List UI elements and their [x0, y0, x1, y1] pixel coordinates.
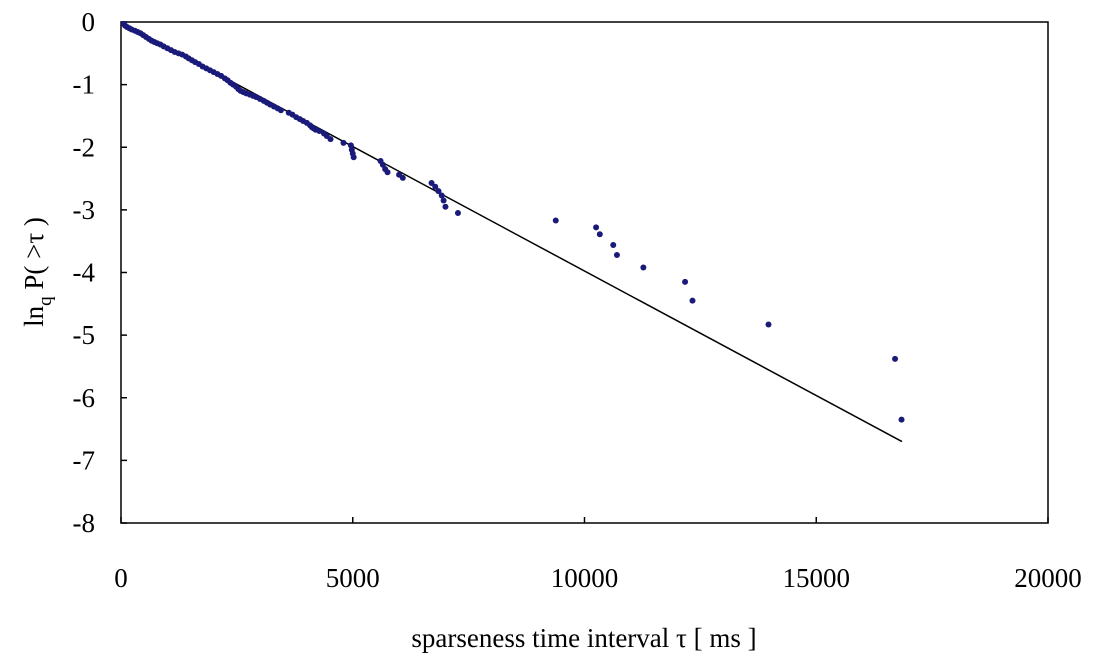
- y-axis-title-rest: P( >τ ): [19, 217, 49, 296]
- data-point: [682, 278, 689, 285]
- data-point: [440, 197, 447, 204]
- x-tick-label: 15000: [783, 563, 851, 593]
- data-point: [327, 136, 334, 143]
- data-point: [350, 154, 357, 161]
- data-point: [435, 188, 442, 195]
- data-point: [689, 297, 696, 304]
- y-tick-label: -4: [73, 258, 96, 288]
- data-point: [596, 231, 603, 238]
- y-axis-title-subscript: q: [35, 296, 56, 306]
- y-tick-label: -8: [73, 508, 96, 538]
- x-tick-label: 0: [114, 563, 128, 593]
- data-point: [765, 321, 772, 328]
- fit-line-layer: [120, 21, 903, 443]
- x-axis-ticks: [120, 517, 1049, 523]
- y-axis-title-main: ln: [19, 305, 49, 327]
- x-tick-label: 10000: [551, 563, 619, 593]
- x-axis-title: sparseness time interval τ [ ms ]: [411, 623, 756, 653]
- y-tick-label: -6: [73, 383, 96, 413]
- data-point: [898, 416, 905, 423]
- data-point: [640, 264, 647, 271]
- x-tick-label: 20000: [1014, 563, 1082, 593]
- data-point: [384, 169, 391, 176]
- data-point: [610, 241, 617, 248]
- y-tick-label: -3: [73, 195, 96, 225]
- data-point: [892, 355, 899, 362]
- data-point: [277, 107, 284, 114]
- data-point: [552, 217, 559, 224]
- y-tick-label: -5: [73, 320, 96, 350]
- y-axis-title: lnq P( >τ ): [19, 217, 56, 327]
- data-point: [593, 224, 600, 231]
- data-points-layer: [120, 20, 905, 423]
- data-point: [340, 139, 347, 146]
- data-point: [438, 192, 445, 199]
- x-axis-tick-labels: 0 5000 10000 15000 20000: [114, 563, 1082, 593]
- y-tick-label: -1: [73, 70, 96, 100]
- fit-line: [120, 21, 903, 443]
- data-point: [316, 127, 323, 134]
- x-tick-label: 5000: [326, 563, 380, 593]
- y-axis-tick-labels: 0 -1 -2 -3 -4 -5 -6 -7 -8: [73, 7, 96, 538]
- data-point: [399, 174, 406, 181]
- y-tick-label: -7: [73, 445, 96, 475]
- data-point: [442, 203, 449, 210]
- data-point: [454, 210, 461, 217]
- data-point: [432, 183, 439, 190]
- data-point: [428, 179, 435, 186]
- y-tick-label: -2: [73, 132, 96, 162]
- y-tick-label: 0: [82, 7, 96, 37]
- data-point: [613, 251, 620, 258]
